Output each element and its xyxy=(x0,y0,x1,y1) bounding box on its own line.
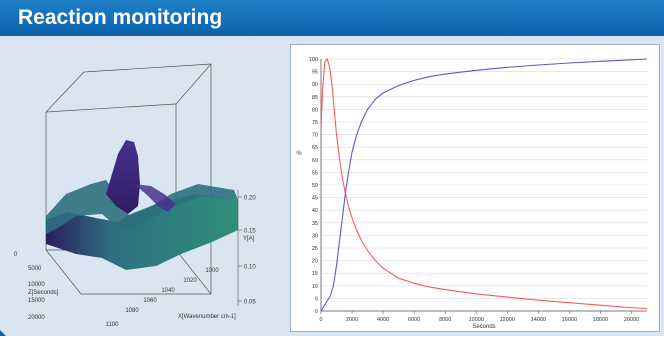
z-tick-label: 0 xyxy=(14,252,18,258)
x-tick-label: 16000 xyxy=(562,317,577,323)
box-edge xyxy=(45,249,82,295)
banner-title: Reaction monitoring xyxy=(18,6,223,29)
series-line-2 xyxy=(320,58,648,312)
y-tick-label: 45 xyxy=(312,196,318,202)
y-tick-label: 5 xyxy=(315,296,318,302)
y-tick-label: 55 xyxy=(312,170,318,176)
y-tick-label: 40 xyxy=(312,208,318,214)
box-edge xyxy=(83,63,212,73)
x-tick-label: 1000 xyxy=(205,268,219,274)
x-tick-label: 1100 xyxy=(106,322,120,328)
box-edge xyxy=(175,63,212,105)
line-chart-svg: 0 5 10 15 20 25 30 35 40 45 50 55 60 65 70 75 80 85 90 95 10… xyxy=(296,57,648,330)
x-tick-label: 8000 xyxy=(439,317,451,323)
x-axis-label: Seconds xyxy=(472,324,495,330)
z-tick-label: 10000 xyxy=(28,282,45,288)
z-tick-label: 5000 xyxy=(28,266,42,272)
y-tick-label: 30 xyxy=(312,233,318,239)
x-tick-label: 2000 xyxy=(346,317,358,323)
y-tick-label: 20 xyxy=(312,259,318,265)
y-tick-label: 75 xyxy=(312,120,318,126)
y-tick-label: 25 xyxy=(312,246,318,252)
z-tick-label: 20000 xyxy=(28,315,45,321)
series-line-1 xyxy=(320,57,648,310)
x-tick-label: 14000 xyxy=(531,317,546,323)
surface-base xyxy=(46,194,238,270)
y-axis-label: Y[A] xyxy=(243,236,255,242)
x-axis-label: X[Wavenumber cm-1] xyxy=(178,314,236,320)
box-edge xyxy=(45,71,85,113)
content-panel: 0.20 0.15 0.10 0.05 Y[A] 0 5000 10000 15000 20000… xyxy=(0,36,664,336)
x-tick-label: 1060 xyxy=(143,298,157,304)
surface-front-ridge xyxy=(46,180,238,234)
x-tick-label: 18000 xyxy=(593,317,608,323)
x-tick-label: 4000 xyxy=(377,317,389,323)
z-tick-label: 15000 xyxy=(28,298,45,304)
panel-corner-decoration xyxy=(0,330,6,336)
y-tick-label: 0.10 xyxy=(244,265,256,271)
z-axis-label: Z[Seconds] xyxy=(28,290,59,296)
x-tick-label: 1080 xyxy=(125,308,139,314)
y-tick-label: 0.15 xyxy=(244,229,256,235)
box-edge xyxy=(45,103,177,113)
y-tick-label: 60 xyxy=(312,158,318,164)
x-tick-label: 1040 xyxy=(161,288,175,294)
surface-secondary-peak xyxy=(134,184,176,212)
y-tick-label: 35 xyxy=(312,221,318,227)
y-tick-label: 70 xyxy=(312,133,318,139)
x-tick-label: 6000 xyxy=(408,317,420,323)
surface-chart-svg: 0.20 0.15 0.10 0.05 Y[A] 0 5000 10000 15000 20000… xyxy=(14,63,256,328)
line-chart-frame: 0 5 10 15 20 25 30 35 40 45 50 55 60 65 70 75 80 85 90 95 10… xyxy=(290,44,660,332)
surface-chart: 0.20 0.15 0.10 0.05 Y[A] 0 5000 10000 15000 20000… xyxy=(6,44,286,334)
x-tick-label: 10000 xyxy=(469,317,484,323)
x-tick-label: 0 xyxy=(319,317,322,323)
y-tick-label: 95 xyxy=(312,70,318,76)
y-tick-label: 10 xyxy=(312,284,318,290)
y-tick-label: 90 xyxy=(312,82,318,88)
y-tick-label: 85 xyxy=(312,95,318,101)
y-tick-label: 15 xyxy=(312,271,318,277)
y-tick-label: 65 xyxy=(312,145,318,151)
surface-peak xyxy=(106,140,140,214)
x-tick-label: 12000 xyxy=(500,317,515,323)
y-tick-label: 80 xyxy=(312,107,318,113)
y-axis-label: % xyxy=(296,151,302,157)
y-tick-label: 0 xyxy=(315,309,318,315)
y-tick-label: 0.20 xyxy=(244,196,256,202)
y-tick-label: 0.05 xyxy=(244,300,256,306)
y-tick-label: 100 xyxy=(309,57,318,63)
y-tick-label: 50 xyxy=(312,183,318,189)
box-edge xyxy=(175,249,212,295)
x-tick-label: 1020 xyxy=(183,278,197,284)
page-banner: Reaction monitoring xyxy=(0,0,664,36)
x-tick-label: 20000 xyxy=(624,317,639,323)
